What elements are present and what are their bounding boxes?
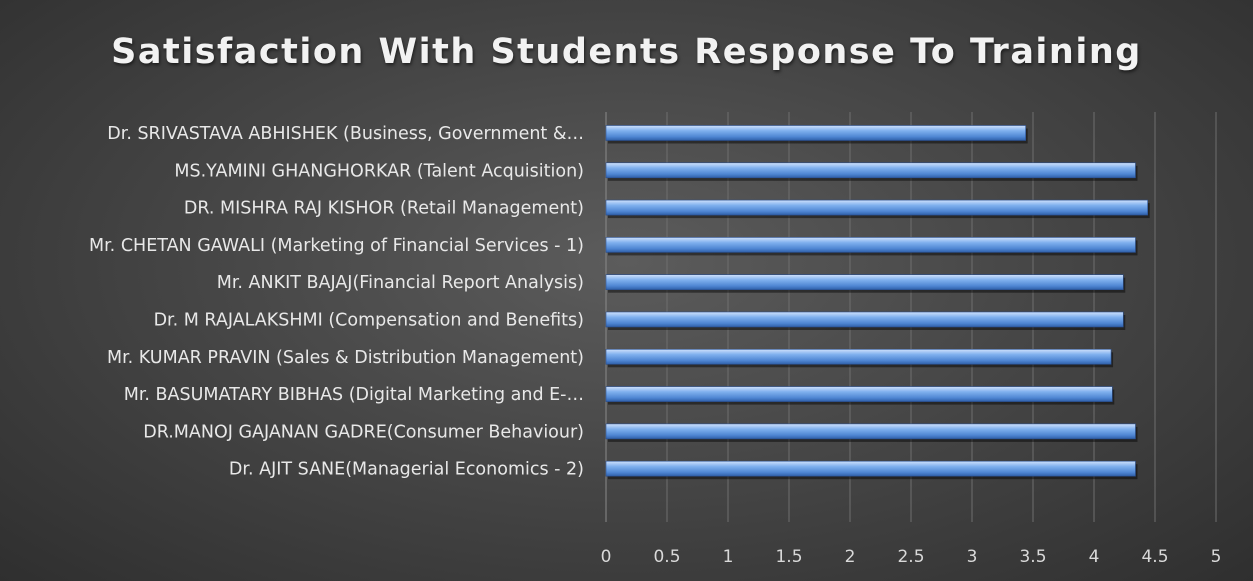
- x-tick-label: 1.5: [775, 547, 802, 567]
- bar: [605, 460, 1136, 477]
- x-tick-label: 4.5: [1141, 547, 1168, 567]
- category-label: Mr. ANKIT BAJAJ(Financial Report Analysi…: [217, 273, 584, 293]
- bar: [605, 274, 1124, 291]
- x-tick-label: 3.5: [1019, 547, 1046, 567]
- category-label: MS.YAMINI GHANGHORKAR (Talent Acquisitio…: [174, 161, 584, 181]
- x-tick-label: 0: [601, 547, 612, 567]
- x-tick-label: 4: [1089, 547, 1100, 567]
- x-tick-label: 1: [723, 547, 734, 567]
- bar-layer: [605, 125, 1150, 480]
- x-tick-label: 3: [967, 547, 978, 567]
- category-label: Mr. KUMAR PRAVIN (Sales & Distribution M…: [107, 348, 584, 368]
- x-tick-label: 2.5: [897, 547, 924, 567]
- bar: [605, 386, 1113, 402]
- x-tick-label: 2: [845, 547, 856, 567]
- bar: [605, 125, 1026, 141]
- bar: [605, 162, 1136, 179]
- category-label: DR.MANOJ GAJANAN GADRE(Consumer Behaviou…: [143, 422, 584, 442]
- bar: [605, 199, 1148, 216]
- x-tick-label: 5: [1211, 547, 1222, 567]
- category-label-layer: Dr. SRIVASTAVA ABHISHEK (Business, Gover…: [89, 124, 584, 480]
- bar: [605, 237, 1136, 253]
- category-label: Mr. BASUMATARY BIBHAS (Digital Marketing…: [124, 385, 584, 405]
- category-label: Mr. CHETAN GAWALI (Marketing of Financia…: [89, 236, 584, 256]
- category-label: Dr. M RAJALAKSHMI (Compensation and Bene…: [154, 311, 584, 331]
- category-label: Dr. SRIVASTAVA ABHISHEK (Business, Gover…: [107, 124, 584, 144]
- chart-title: Satisfaction With Students Response To T…: [111, 32, 1142, 72]
- x-tick-label: 0.5: [653, 547, 680, 567]
- bar: [605, 423, 1136, 440]
- bar: [605, 311, 1124, 328]
- x-axis-tick-layer: 0 0.5 1 1.5 2 2.5 3 3.5 4 4.5 5: [601, 547, 1222, 567]
- category-label: DR. MISHRA RAJ KISHOR (Retail Management…: [184, 199, 584, 219]
- category-label: Dr. AJIT SANE(Managerial Economics - 2): [229, 460, 584, 480]
- bar: [605, 348, 1112, 365]
